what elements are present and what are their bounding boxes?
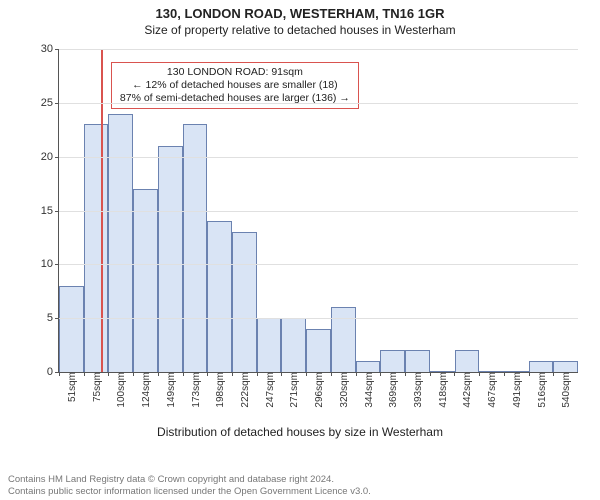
x-axis-label: Distribution of detached houses by size … (10, 425, 590, 439)
xtick-mark (479, 372, 480, 376)
xtick-mark (454, 372, 455, 376)
xtick-label: 124sqm (137, 372, 152, 408)
xtick-mark (207, 372, 208, 376)
histogram-bar (281, 318, 306, 372)
histogram-bar (380, 350, 405, 372)
histogram-bar (356, 361, 381, 372)
histogram-bar (306, 329, 331, 372)
xtick-mark (59, 372, 60, 376)
xtick-mark (158, 372, 159, 376)
ytick-label: 5 (47, 312, 59, 324)
xtick-label: 344sqm (360, 372, 375, 408)
plot-area: 130 LONDON ROAD: 91sqm ← 12% of detached… (58, 49, 578, 373)
histogram-bar (331, 307, 356, 372)
histogram-bar (529, 361, 554, 372)
gridline (59, 157, 578, 158)
page-subtitle: Size of property relative to detached ho… (0, 21, 600, 41)
histogram-bar (108, 114, 133, 372)
xtick-label: 51sqm (63, 372, 78, 402)
page-title: 130, LONDON ROAD, WESTERHAM, TN16 1GR (0, 0, 600, 21)
xtick-label: 442sqm (458, 372, 473, 408)
histogram-bar (84, 124, 109, 372)
histogram-bar (158, 146, 183, 372)
ytick-label: 15 (41, 205, 59, 217)
xtick-mark (84, 372, 85, 376)
xtick-label: 540sqm (557, 372, 572, 408)
xtick-mark (430, 372, 431, 376)
xtick-label: 418sqm (434, 372, 449, 408)
gridline (59, 103, 578, 104)
ytick-label: 25 (41, 97, 59, 109)
gridline (59, 318, 578, 319)
xtick-label: 271sqm (285, 372, 300, 408)
xtick-label: 320sqm (335, 372, 350, 408)
xtick-mark (306, 372, 307, 376)
histogram-bar (232, 232, 257, 372)
footer-line-2: Contains public sector information licen… (8, 486, 592, 498)
xtick-label: 100sqm (112, 372, 127, 408)
xtick-mark (553, 372, 554, 376)
xtick-mark (183, 372, 184, 376)
xtick-mark (331, 372, 332, 376)
xtick-label: 369sqm (384, 372, 399, 408)
gridline (59, 49, 578, 50)
xtick-label: 222sqm (236, 372, 251, 408)
xtick-label: 75sqm (88, 372, 103, 402)
xtick-mark (133, 372, 134, 376)
xtick-label: 173sqm (187, 372, 202, 408)
xtick-mark (356, 372, 357, 376)
histogram-bar (455, 350, 480, 372)
xtick-label: 467sqm (483, 372, 498, 408)
xtick-label: 296sqm (310, 372, 325, 408)
xtick-label: 393sqm (409, 372, 424, 408)
histogram-bar (207, 221, 232, 372)
ytick-label: 30 (41, 43, 59, 55)
histogram-bar (59, 286, 84, 372)
gridline (59, 211, 578, 212)
xtick-label: 198sqm (211, 372, 226, 408)
histogram-bar (405, 350, 430, 372)
xtick-label: 491sqm (508, 372, 523, 408)
xtick-mark (529, 372, 530, 376)
xtick-mark (380, 372, 381, 376)
histogram-bar (183, 124, 208, 372)
annotation-line-1: 130 LONDON ROAD: 91sqm (120, 66, 350, 79)
xtick-mark (108, 372, 109, 376)
chart-container: Number of detached properties 130 LONDON… (10, 41, 590, 441)
footer-attribution: Contains HM Land Registry data © Crown c… (8, 474, 592, 498)
xtick-label: 516sqm (533, 372, 548, 408)
xtick-mark (504, 372, 505, 376)
xtick-mark (257, 372, 258, 376)
footer-line-1: Contains HM Land Registry data © Crown c… (8, 474, 592, 486)
ytick-label: 0 (47, 366, 59, 378)
xtick-mark (281, 372, 282, 376)
xtick-label: 149sqm (162, 372, 177, 408)
gridline (59, 264, 578, 265)
histogram-bar (257, 318, 282, 372)
annotation-line-2: ← 12% of detached houses are smaller (18… (120, 79, 350, 92)
xtick-mark (232, 372, 233, 376)
histogram-bar (133, 189, 158, 372)
histogram-bar (553, 361, 578, 372)
ytick-label: 10 (41, 258, 59, 270)
xtick-mark (405, 372, 406, 376)
xtick-label: 247sqm (261, 372, 276, 408)
ytick-label: 20 (41, 151, 59, 163)
